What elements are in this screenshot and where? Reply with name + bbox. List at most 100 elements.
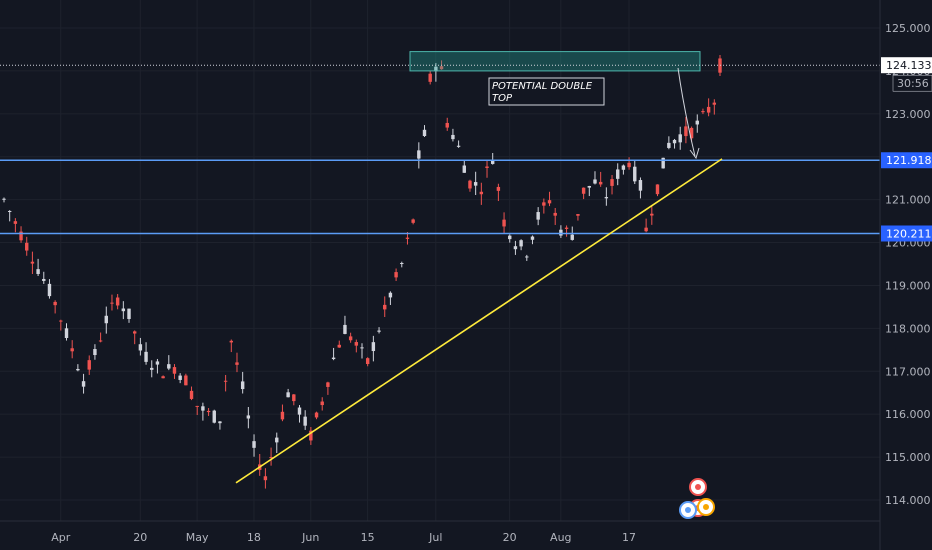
candle-body bbox=[581, 187, 586, 194]
y-tick-label: 115.000 bbox=[885, 451, 931, 464]
candle-body bbox=[167, 364, 171, 369]
x-tick-label: May bbox=[186, 531, 209, 544]
candle-body bbox=[383, 304, 387, 310]
candle-body bbox=[161, 376, 165, 379]
y-tick-label: 116.000 bbox=[885, 408, 931, 421]
projection-arrow bbox=[677, 67, 696, 157]
candle-body bbox=[240, 381, 245, 390]
candle-body bbox=[314, 412, 319, 418]
candle-body bbox=[144, 351, 148, 362]
y-tick-label: 114.000 bbox=[885, 494, 931, 507]
candle-body bbox=[36, 269, 40, 274]
candle-body bbox=[502, 219, 506, 227]
level-badge-bg bbox=[881, 152, 932, 169]
candle-body bbox=[525, 256, 529, 258]
candle-body bbox=[343, 324, 347, 334]
candle-body bbox=[138, 344, 143, 351]
candle-body bbox=[530, 236, 535, 240]
candle-body bbox=[417, 150, 421, 159]
candle-body bbox=[621, 165, 626, 170]
candle-body bbox=[570, 234, 574, 240]
candle-body bbox=[451, 134, 455, 140]
candle-body bbox=[456, 145, 461, 147]
candle-body bbox=[25, 242, 29, 251]
x-tick-label: 20 bbox=[133, 531, 147, 544]
candle-body bbox=[275, 437, 279, 443]
candle-body bbox=[98, 340, 103, 342]
annotation-box bbox=[488, 77, 605, 106]
candle-body bbox=[269, 457, 273, 459]
candle-body bbox=[508, 235, 512, 240]
resistance-zone bbox=[409, 51, 701, 72]
candle-body bbox=[127, 308, 131, 319]
candle-body bbox=[598, 181, 603, 185]
candle-body bbox=[400, 262, 404, 264]
candle-body bbox=[627, 162, 631, 168]
candle-body bbox=[542, 202, 546, 206]
candle-body bbox=[47, 283, 52, 297]
x-tick-label: 18 bbox=[247, 531, 261, 544]
candle-body bbox=[121, 308, 126, 312]
candle-body bbox=[115, 297, 120, 306]
candle-body bbox=[462, 165, 466, 173]
trendline bbox=[235, 158, 723, 484]
candle-body bbox=[59, 320, 63, 322]
x-tick-label: Jul bbox=[428, 531, 442, 544]
candle-body bbox=[189, 390, 194, 399]
candle-body bbox=[490, 159, 495, 164]
candle-body bbox=[93, 349, 97, 356]
candle-body bbox=[428, 73, 432, 82]
candle-body bbox=[212, 410, 216, 423]
candle-body bbox=[178, 375, 182, 380]
candle-body bbox=[195, 405, 199, 407]
candle-body bbox=[53, 301, 57, 306]
candle-body bbox=[132, 331, 137, 334]
time-axis[interactable]: Apr 20 May 18 Jun 15 Jul 20 Aug 17 bbox=[51, 531, 636, 544]
candle-body bbox=[661, 157, 665, 169]
candle-body bbox=[70, 348, 74, 352]
candle-body bbox=[638, 180, 643, 191]
candle-body bbox=[172, 367, 177, 374]
candle-body bbox=[76, 368, 80, 371]
candle-body bbox=[81, 381, 86, 387]
candle-body bbox=[30, 261, 35, 264]
y-tick-label: 117.000 bbox=[885, 365, 931, 378]
event-icon-dot bbox=[695, 484, 701, 490]
candle-body bbox=[110, 302, 114, 304]
annotation-line1: POTENTIAL DOUBLE bbox=[492, 81, 593, 92]
candle-body bbox=[655, 184, 660, 195]
candle-body bbox=[559, 229, 563, 236]
x-tick-label: Aug bbox=[550, 531, 571, 544]
candle-body bbox=[326, 382, 330, 387]
x-tick-label: 15 bbox=[361, 531, 375, 544]
candle-body bbox=[235, 362, 239, 365]
candle-body bbox=[547, 200, 552, 204]
candle-body bbox=[411, 219, 415, 223]
candle-body bbox=[201, 406, 205, 411]
candle-body bbox=[706, 106, 711, 113]
candle-body bbox=[64, 328, 69, 339]
candle-body bbox=[360, 347, 364, 349]
candle-body bbox=[13, 221, 18, 224]
arrow-head-icon bbox=[689, 147, 700, 160]
candle-body bbox=[2, 198, 6, 200]
candle-body bbox=[354, 342, 359, 346]
candle-body bbox=[337, 344, 341, 348]
candle-body bbox=[42, 278, 46, 281]
candle-body bbox=[604, 197, 609, 199]
candle-body bbox=[309, 430, 313, 441]
x-tick-label: Apr bbox=[51, 531, 71, 544]
candle-body bbox=[104, 315, 108, 324]
candle-body bbox=[292, 394, 296, 402]
event-icons[interactable] bbox=[679, 478, 715, 519]
candle-body bbox=[678, 134, 682, 143]
y-tick-label: 123.000 bbox=[885, 108, 931, 121]
x-tick-label: 17 bbox=[622, 531, 636, 544]
candle-body bbox=[263, 476, 268, 481]
candle-body bbox=[286, 392, 290, 398]
candle-body bbox=[331, 357, 336, 360]
countdown-bg bbox=[892, 74, 932, 92]
candle-body bbox=[593, 179, 597, 184]
candle-body bbox=[297, 407, 302, 415]
